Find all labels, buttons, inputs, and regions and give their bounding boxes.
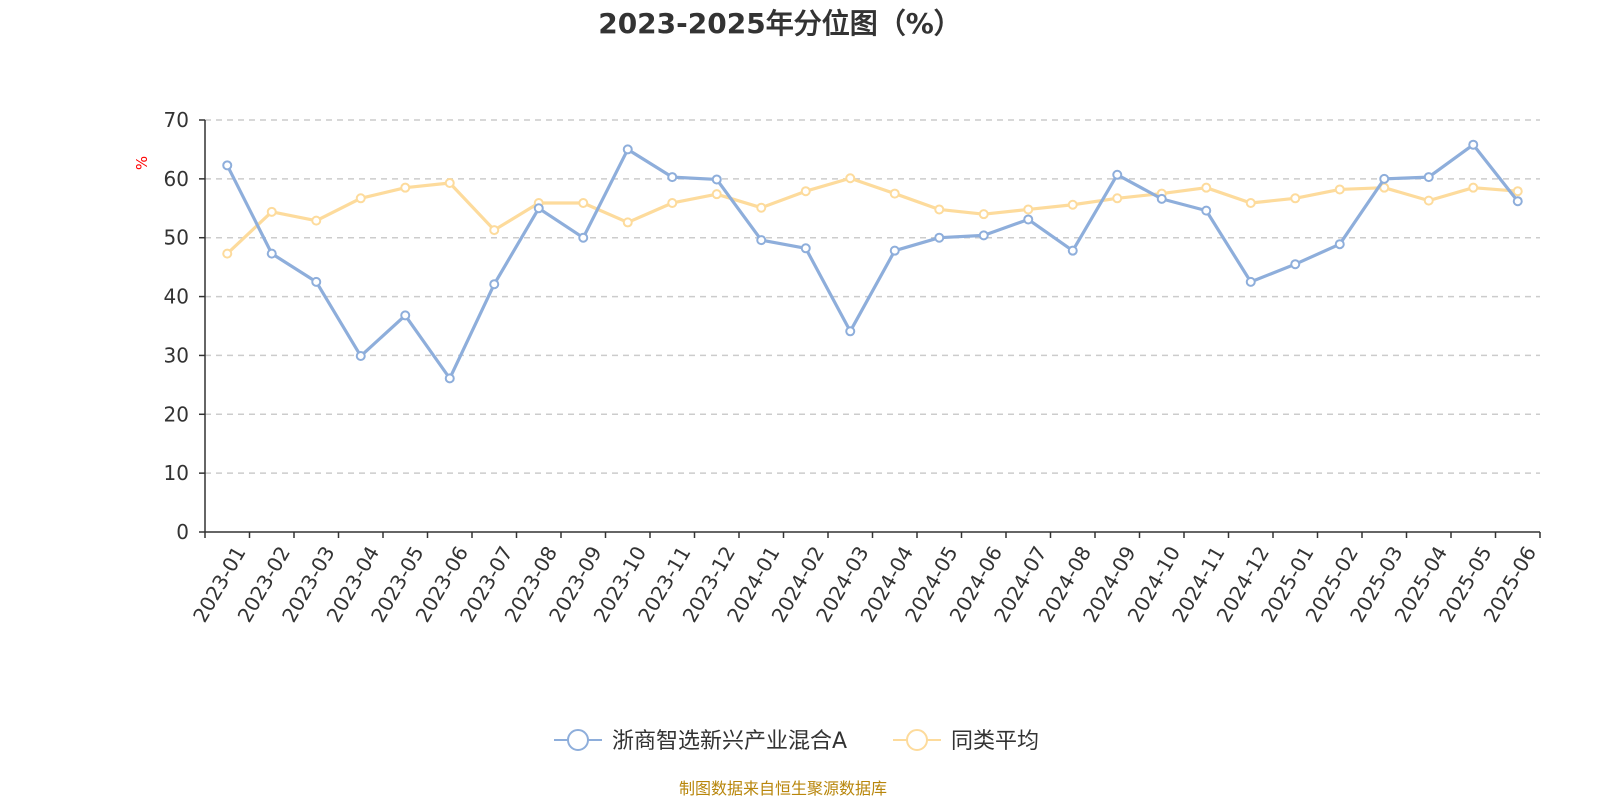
series-point <box>489 225 500 236</box>
series-point <box>355 351 366 362</box>
series-point <box>1468 139 1479 150</box>
series-point <box>1290 259 1301 270</box>
series-point <box>578 197 589 208</box>
series-point <box>444 373 455 384</box>
series-point <box>667 197 678 208</box>
y-tick-label: 60 <box>164 167 189 191</box>
y-tick-label: 0 <box>176 520 189 544</box>
series-point <box>1423 195 1434 206</box>
series-point <box>1334 184 1345 195</box>
legend[interactable]: 浙商智选新兴产业混合A 同类平均 <box>554 729 1039 754</box>
series-point <box>800 186 811 197</box>
series-point <box>1067 199 1078 210</box>
x-axis-ticks: 2023-012023-022023-032023-042023-052023-… <box>188 532 1541 626</box>
series-point <box>1512 196 1523 207</box>
series-point <box>1512 186 1523 197</box>
legend-label: 同类平均 <box>951 729 1039 754</box>
series-point <box>756 235 767 246</box>
series-point <box>622 217 633 228</box>
series-point <box>311 215 322 226</box>
series-point <box>266 248 277 259</box>
y-tick-label: 10 <box>164 461 189 485</box>
grid-lines <box>205 119 1540 474</box>
series-point <box>845 173 856 184</box>
series-point <box>1245 276 1256 287</box>
series-point <box>1112 193 1123 204</box>
series-point <box>222 160 233 171</box>
series-point <box>311 276 322 287</box>
series-point <box>711 174 722 185</box>
series-point <box>800 243 811 254</box>
y-tick-label: 30 <box>164 343 189 367</box>
series-point <box>622 144 633 155</box>
axes <box>204 120 1540 533</box>
series-point <box>1379 173 1390 184</box>
series-point <box>533 203 544 214</box>
series-point <box>1423 172 1434 183</box>
series-point <box>400 310 411 321</box>
series-point <box>889 188 900 199</box>
series-point <box>355 193 366 204</box>
series-point <box>978 230 989 241</box>
y-axis-unit-label: % <box>133 156 151 170</box>
series-point <box>889 245 900 256</box>
y-axis-ticks: 0 10 20 30 40 50 60 70 <box>164 108 205 544</box>
series-point <box>1290 193 1301 204</box>
series-point <box>1201 205 1212 216</box>
series-lines <box>222 139 1523 384</box>
series-point <box>756 202 767 213</box>
series-point <box>1245 197 1256 208</box>
series-point <box>667 172 678 183</box>
chart-title: 2023-2025年分位图（%） <box>598 7 962 40</box>
y-tick-label: 70 <box>164 108 189 132</box>
series-point <box>1468 182 1479 193</box>
series-point <box>845 326 856 337</box>
legend-marker <box>906 729 928 751</box>
series-point <box>400 182 411 193</box>
series-point <box>934 232 945 243</box>
y-tick-label: 40 <box>164 285 189 309</box>
y-tick-label: 50 <box>164 226 189 250</box>
series-point <box>1201 182 1212 193</box>
series-point <box>1023 204 1034 215</box>
series-line <box>226 176 1518 255</box>
series-point <box>578 232 589 243</box>
series-point <box>1156 193 1167 204</box>
series-point <box>1023 214 1034 225</box>
y-tick-label: 20 <box>164 402 189 426</box>
series-point <box>222 248 233 259</box>
series-point <box>711 189 722 200</box>
legend-label: 浙商智选新兴产业混合A <box>612 729 847 754</box>
series-point <box>266 206 277 217</box>
series-point <box>934 204 945 215</box>
series-point <box>1334 239 1345 250</box>
legend-marker <box>567 729 589 751</box>
series-point <box>978 209 989 220</box>
series-point <box>1112 169 1123 180</box>
series-point <box>444 177 455 188</box>
source-note: 制图数据来自恒生聚源数据库 <box>679 779 887 798</box>
series-point <box>489 279 500 290</box>
series-line <box>225 143 1520 380</box>
series-point <box>1067 245 1078 256</box>
